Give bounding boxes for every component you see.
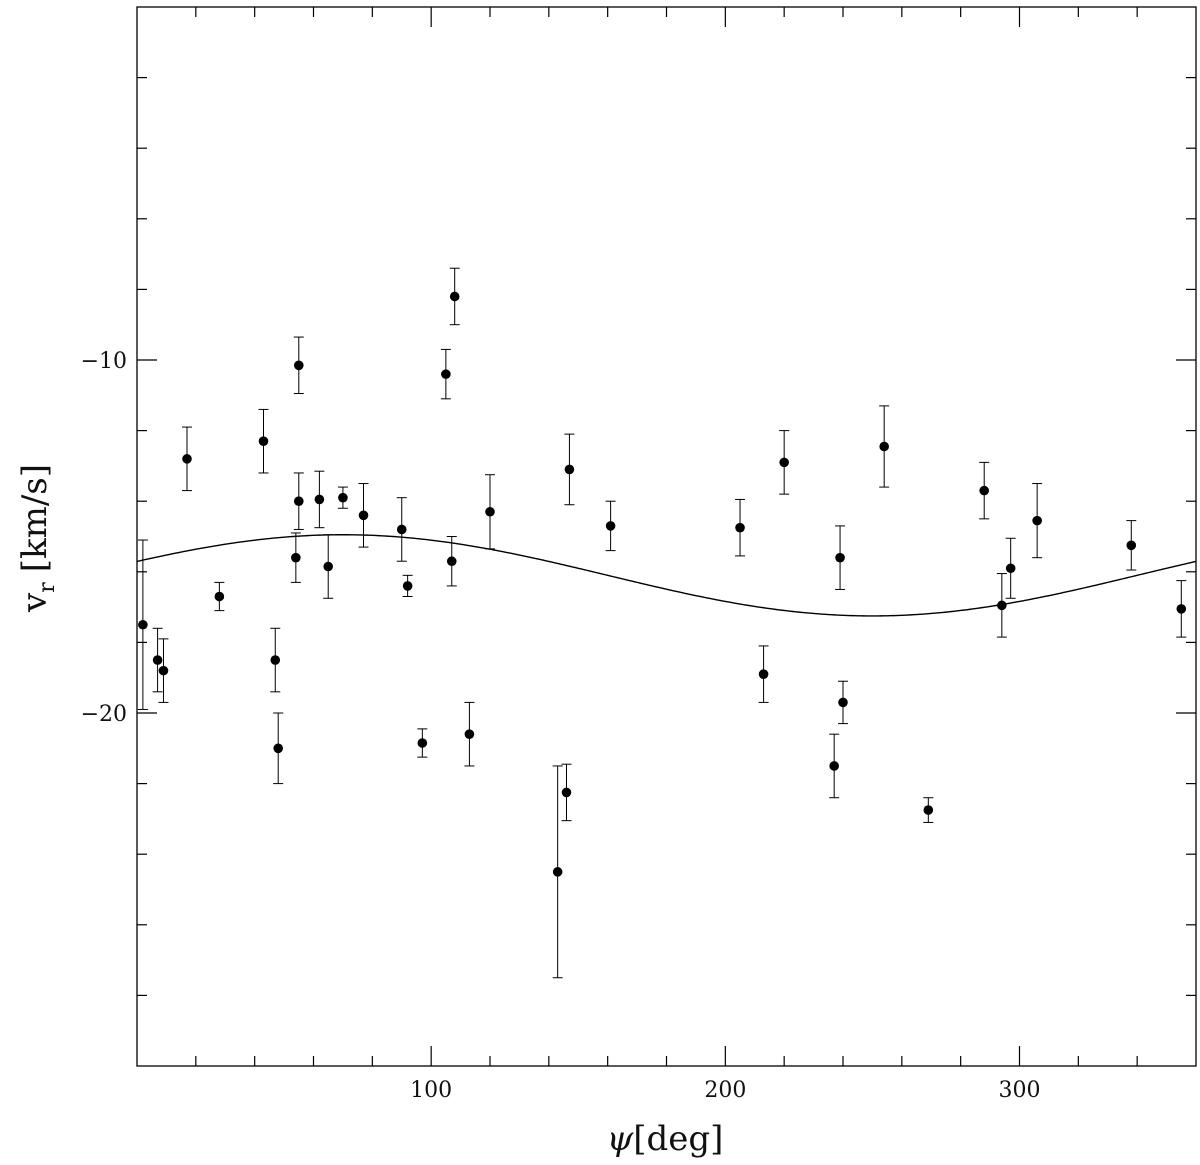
- data-point: [485, 506, 495, 517]
- data-point: [1032, 515, 1042, 526]
- x-tick-label: 100: [410, 1078, 452, 1103]
- data-point: [923, 805, 934, 815]
- data-point: [464, 729, 475, 739]
- data-point: [293, 360, 304, 371]
- data-point: [758, 669, 769, 679]
- data-point: [979, 485, 989, 496]
- y-tick-labels: −10 −20: [81, 349, 127, 727]
- y-tick-label: −10: [81, 349, 127, 374]
- data-point: [338, 492, 348, 503]
- x-axis-unit: [deg]: [633, 1119, 723, 1159]
- data-point: [449, 291, 460, 302]
- data-point: [323, 561, 334, 572]
- x-tick-label: 200: [704, 1078, 746, 1103]
- data-point: [838, 697, 848, 708]
- data-point: [605, 521, 616, 531]
- data-point: [1176, 604, 1187, 614]
- data-point: [291, 552, 301, 563]
- data-point: [258, 436, 269, 446]
- data-point: [152, 655, 163, 665]
- data-point: [829, 761, 839, 771]
- data-point: [441, 369, 451, 379]
- data-point: [835, 552, 845, 563]
- x-axis-label: ψ[deg]: [607, 1119, 724, 1159]
- data-points: [138, 291, 1187, 877]
- data-point: [270, 655, 281, 665]
- axis-ticks: [137, 7, 1196, 1066]
- data-point: [158, 665, 169, 676]
- y-axis-subscript: r: [35, 582, 60, 593]
- data-point: [1005, 563, 1016, 574]
- y-axis-label: vr [km/s]: [15, 464, 60, 613]
- y-tick-label: −20: [81, 702, 127, 727]
- data-point: [138, 619, 148, 630]
- error-bars: [137, 267, 1187, 979]
- data-point: [396, 524, 407, 535]
- data-point: [552, 867, 563, 877]
- x-tick-labels: 100 200 300: [410, 1078, 1040, 1103]
- data-point: [779, 457, 789, 468]
- data-point: [182, 454, 192, 464]
- data-point: [879, 441, 889, 452]
- data-point: [314, 494, 325, 505]
- x-tick-label: 300: [999, 1078, 1041, 1103]
- data-point: [997, 600, 1007, 611]
- y-axis-symbol: v: [15, 592, 55, 613]
- model-curve-group: [136, 534, 1197, 617]
- data-point: [561, 787, 572, 798]
- x-axis-symbol: ψ: [607, 1119, 634, 1159]
- data-point: [417, 738, 428, 748]
- data-point: [1126, 540, 1137, 551]
- data-point: [293, 496, 304, 507]
- data-point: [273, 743, 284, 754]
- data-point: [358, 510, 369, 521]
- data-point: [446, 556, 457, 567]
- model-curve: [136, 534, 1197, 617]
- y-axis-unit: [km/s]: [15, 464, 55, 572]
- data-point: [214, 591, 225, 602]
- data-point: [564, 464, 575, 475]
- data-point: [402, 581, 413, 591]
- data-point: [735, 522, 745, 533]
